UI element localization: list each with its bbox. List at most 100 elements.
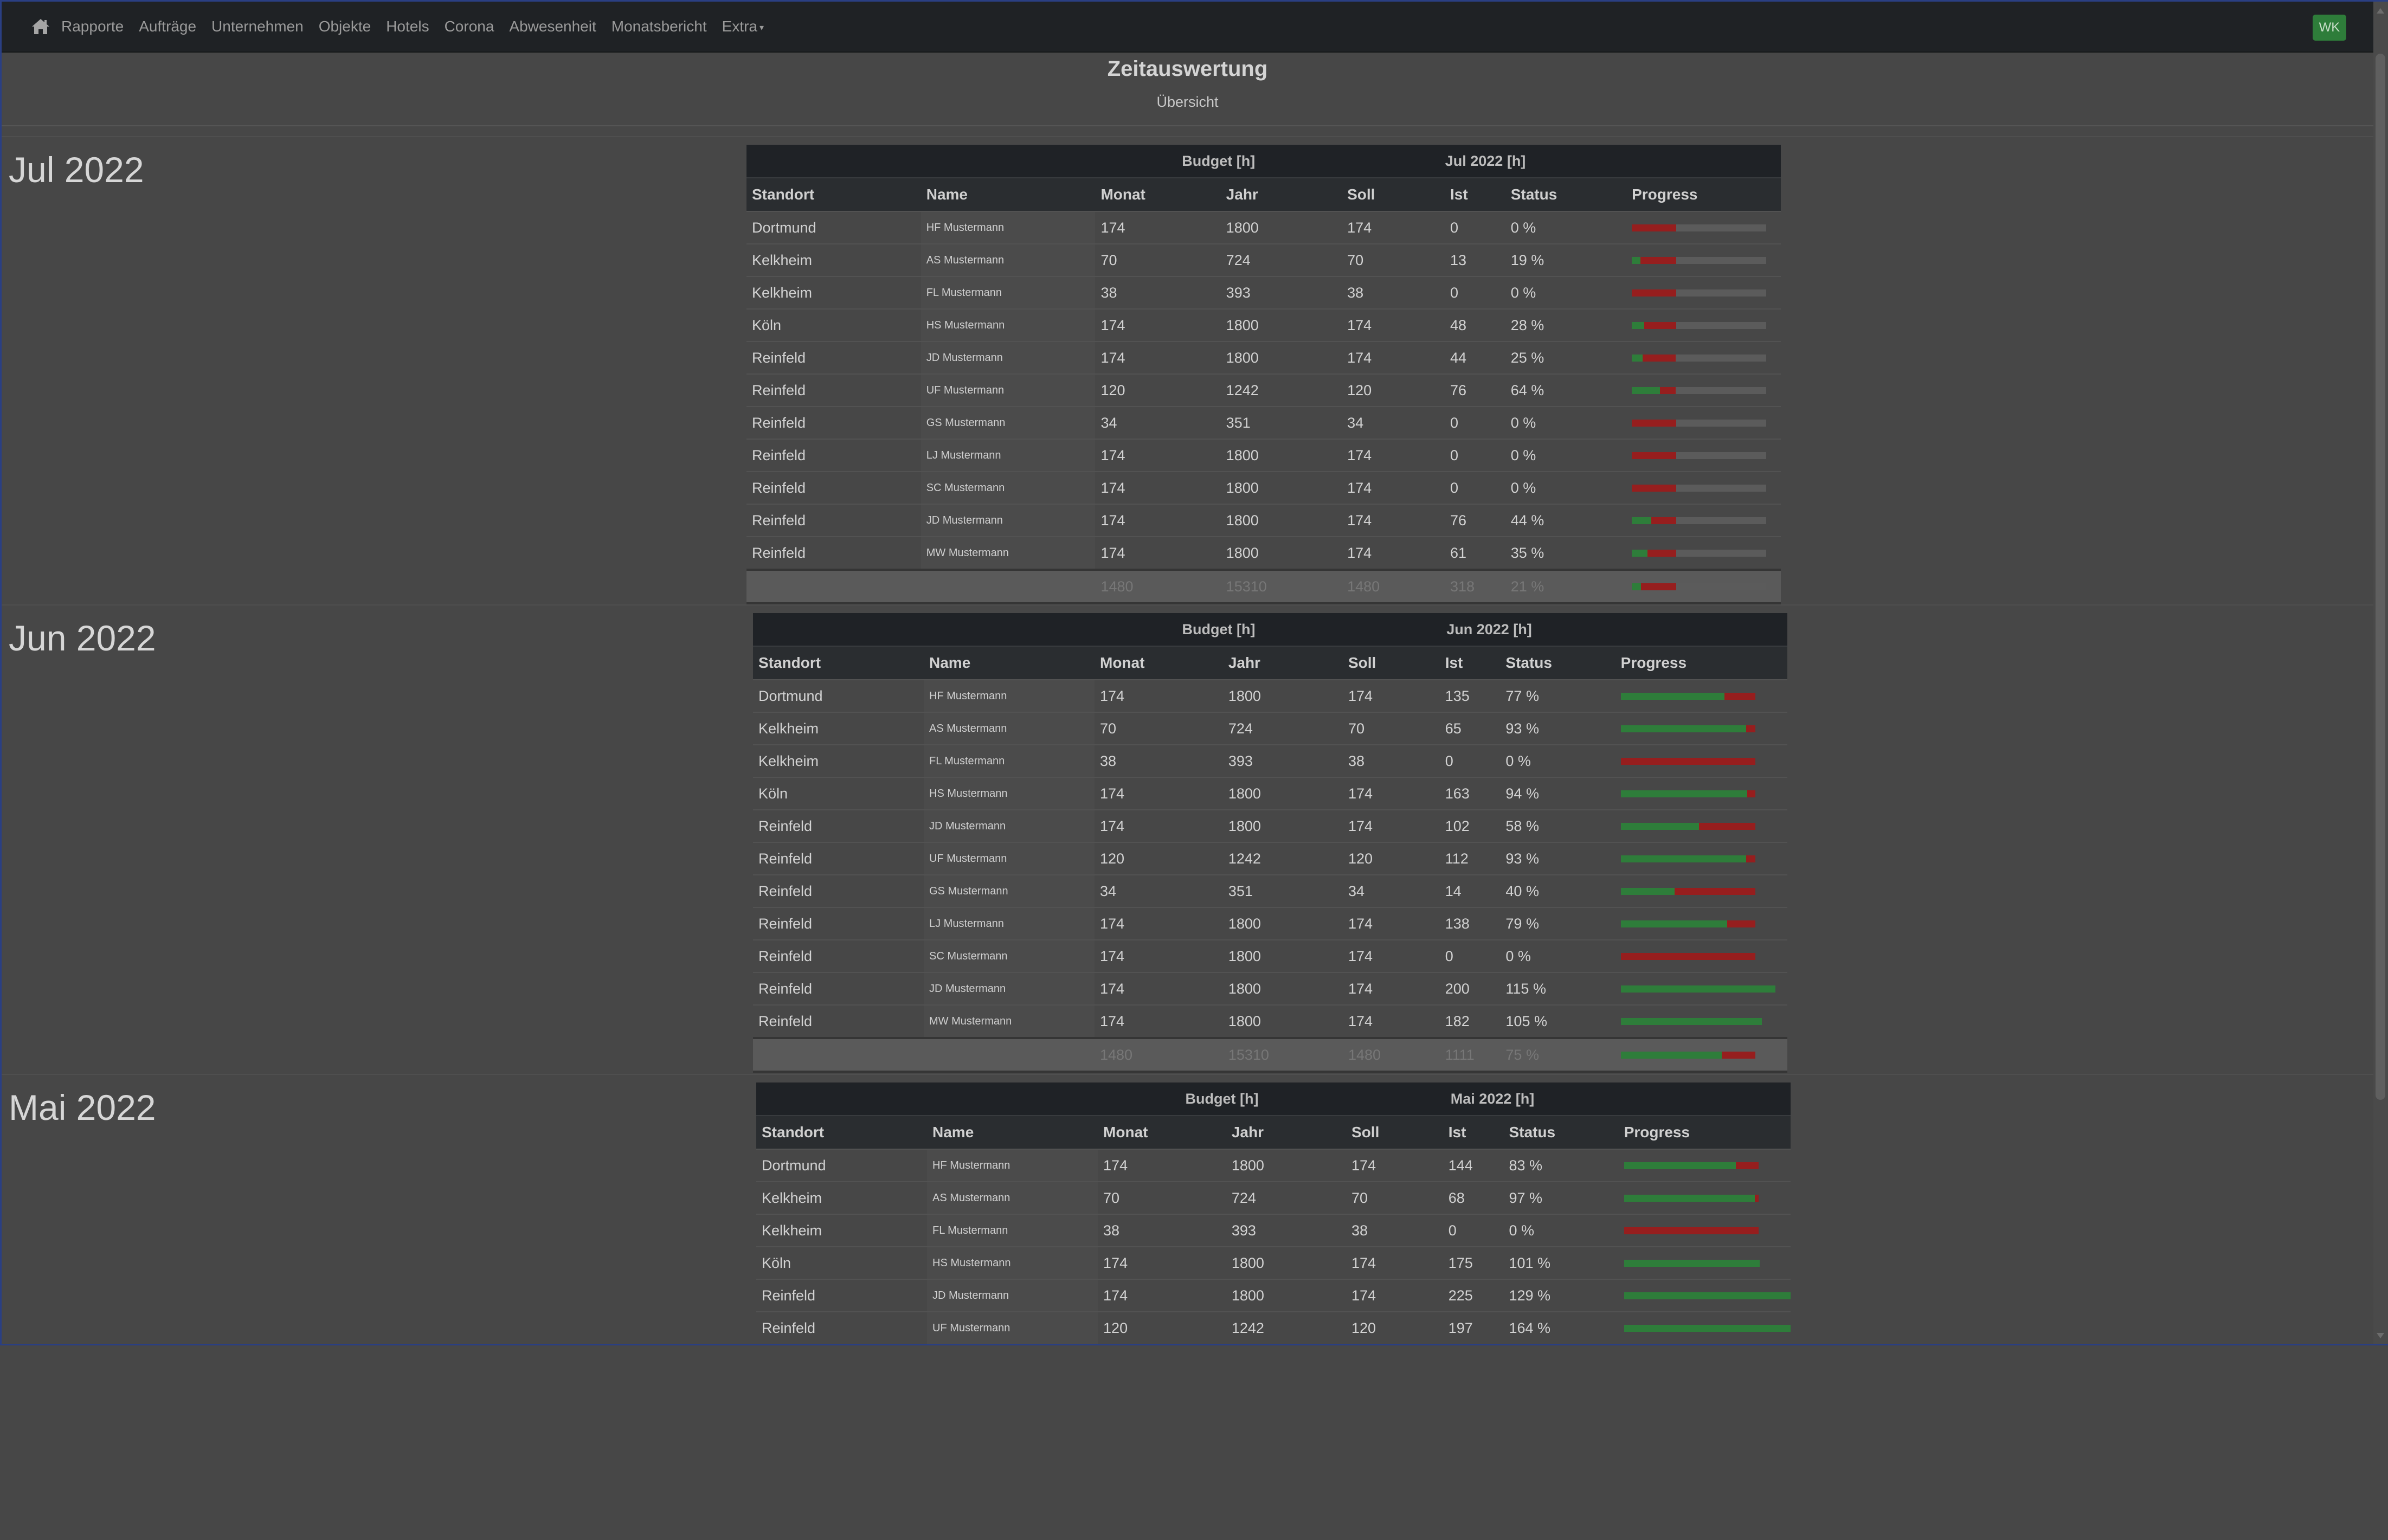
header-soll[interactable]: Soll [1342,177,1445,211]
header-standort[interactable]: Standort [756,1115,928,1149]
cell-jahr: 1800 [1220,341,1342,374]
cell-ist: 182 [1439,1004,1501,1038]
table-row[interactable]: Dortmund HF Mustermann 174 1800 174 144 83 % [756,1149,1791,1182]
nav-auftraege[interactable]: Aufträge [139,18,197,35]
nav-unternehmen[interactable]: Unternehmen [211,18,304,35]
user-avatar-badge[interactable]: WK [2313,15,2346,41]
cell-ist: 200 [1439,972,1501,1005]
header-monat[interactable]: Monat [1095,646,1223,680]
table-row[interactable]: Kelkheim AS Mustermann 70 724 70 68 97 % [756,1181,1791,1214]
table-row[interactable]: Reinfeld MW Mustermann 174 1800 174 182 105 % [753,1004,1787,1038]
nav-corona[interactable]: Corona [444,18,494,35]
table-row[interactable]: Kelkheim AS Mustermann 70 724 70 13 19 % [746,243,1781,276]
cell-soll: 38 [1342,744,1440,777]
cell-standort: Kelkheim [756,1181,928,1214]
cell-name: LJ Mustermann [924,907,1095,940]
cell-standort: Reinfeld [753,874,924,907]
total-jahr: 15310 [1220,569,1342,604]
header-status[interactable]: Status [1500,646,1615,680]
scroll-down-arrow-icon[interactable] [2377,1333,2384,1338]
cell-status: 93 % [1500,842,1615,875]
table-row[interactable]: Reinfeld JD Mustermann 174 1800 174 225 129 % [756,1279,1791,1312]
header-monat[interactable]: Monat [1095,177,1221,211]
table-row[interactable]: Reinfeld SC Mustermann 174 1800 174 0 0 % [753,939,1787,972]
nav-extra-dropdown[interactable]: Extra ▾ [722,18,764,35]
cell-name: FL Mustermann [921,276,1096,309]
cell-ist: 163 [1439,777,1501,810]
cell-soll: 174 [1342,211,1445,244]
header-soll[interactable]: Soll [1342,646,1440,680]
header-progress[interactable]: Progress [1615,646,1787,680]
nav-objekte[interactable]: Objekte [318,18,371,35]
header-status[interactable]: Status [1505,177,1627,211]
header-standort[interactable]: Standort [746,177,921,211]
header-name[interactable]: Name [924,646,1095,680]
table-row[interactable]: Reinfeld UF Mustermann 120 1242 120 197 164 % [756,1311,1791,1344]
cell-progress [1626,243,1781,276]
cell-name: HF Mustermann [924,679,1095,712]
cell-progress [1618,1279,1791,1312]
table-row[interactable]: Reinfeld LJ Mustermann 174 1800 174 138 79 % [753,907,1787,940]
header-ist[interactable]: Ist [1439,646,1501,680]
table-row[interactable]: Kelkheim FL Mustermann 38 393 38 0 0 % [753,744,1787,777]
header-ist[interactable]: Ist [1443,1115,1504,1149]
table-row[interactable]: Kelkheim FL Mustermann 38 393 38 0 0 % [756,1214,1791,1247]
table-row[interactable]: Reinfeld GS Mustermann 34 351 34 14 40 % [753,874,1787,907]
nav-rapporte[interactable]: Rapporte [61,18,124,35]
scroll-up-arrow-icon[interactable] [2377,8,2384,14]
table-row[interactable]: Reinfeld JD Mustermann 174 1800 174 200 115 % [753,972,1787,1005]
cell-name: HF Mustermann [921,211,1096,244]
header-ist[interactable]: Ist [1444,177,1505,211]
header-status[interactable]: Status [1503,1115,1619,1149]
header-monat[interactable]: Monat [1098,1115,1226,1149]
cell-progress [1615,939,1787,972]
home-icon[interactable] [30,16,52,37]
table-row[interactable]: Reinfeld UF Mustermann 120 1242 120 112 93 % [753,842,1787,875]
progress-done-segment [1620,1017,1762,1025]
table-row[interactable]: Reinfeld JD Mustermann 174 1800 174 102 58 % [753,809,1787,842]
table-row[interactable]: Köln HS Mustermann 174 1800 174 48 28 % [746,308,1781,341]
cell-progress [1626,471,1781,504]
cell-standort: Reinfeld [746,536,921,570]
table-row[interactable]: Köln HS Mustermann 174 1800 174 163 94 % [753,777,1787,810]
table-row[interactable]: Köln HS Mustermann 174 1800 174 175 101 % [756,1246,1791,1279]
cell-ist: 44 [1444,341,1505,374]
nav-hotels[interactable]: Hotels [386,18,429,35]
header-name[interactable]: Name [927,1115,1098,1149]
cell-jahr: 1800 [1222,809,1343,842]
nav-abwesenheit[interactable]: Abwesenheit [509,18,596,35]
table-row[interactable]: Kelkheim AS Mustermann 70 724 70 65 93 % [753,712,1787,745]
cell-soll: 174 [1342,939,1440,972]
cell-status: 40 % [1500,874,1615,907]
header-jahr[interactable]: Jahr [1226,1115,1347,1149]
table-row[interactable]: Reinfeld JD Mustermann 174 1800 174 76 44 % [746,504,1781,537]
table-row[interactable]: Reinfeld SC Mustermann 174 1800 174 0 0 % [746,471,1781,504]
progress-bar [1620,920,1755,927]
nav-monatsbericht[interactable]: Monatsbericht [611,18,707,35]
table-row[interactable]: Kelkheim FL Mustermann 38 393 38 0 0 % [746,276,1781,309]
table-row[interactable]: Reinfeld JD Mustermann 174 1800 174 44 25 % [746,341,1781,374]
progress-bar [1624,1227,1759,1234]
header-standort[interactable]: Standort [753,646,924,680]
header-soll[interactable]: Soll [1346,1115,1443,1149]
cell-soll: 174 [1342,907,1440,940]
table-row[interactable]: Reinfeld MW Mustermann 174 1800 174 61 35 % [746,536,1781,570]
header-progress[interactable]: Progress [1618,1115,1791,1149]
header-progress[interactable]: Progress [1626,177,1781,211]
progress-bar [1620,822,1755,830]
table-row[interactable]: Dortmund HF Mustermann 174 1800 174 135 77 % [753,679,1787,712]
table-row[interactable]: Reinfeld LJ Mustermann 174 1800 174 0 0 % [746,439,1781,472]
cell-monat: 174 [1095,939,1223,972]
header-jahr[interactable]: Jahr [1220,177,1342,211]
table-row[interactable]: Reinfeld GS Mustermann 34 351 34 0 0 % [746,406,1781,439]
table-row[interactable]: Reinfeld UF Mustermann 120 1242 120 76 64 % [746,373,1781,407]
progress-missing-segment [1624,1227,1759,1234]
progress-bar [1632,321,1767,329]
table-row[interactable]: Dortmund HF Mustermann 174 1800 174 0 0 % [746,211,1781,244]
scrollbar-thumb[interactable] [2376,54,2385,1100]
header-jahr[interactable]: Jahr [1222,646,1343,680]
cell-ist: 0 [1444,276,1505,309]
cell-soll: 174 [1346,1279,1443,1312]
progress-done-segment [1624,1162,1736,1169]
header-name[interactable]: Name [921,177,1096,211]
